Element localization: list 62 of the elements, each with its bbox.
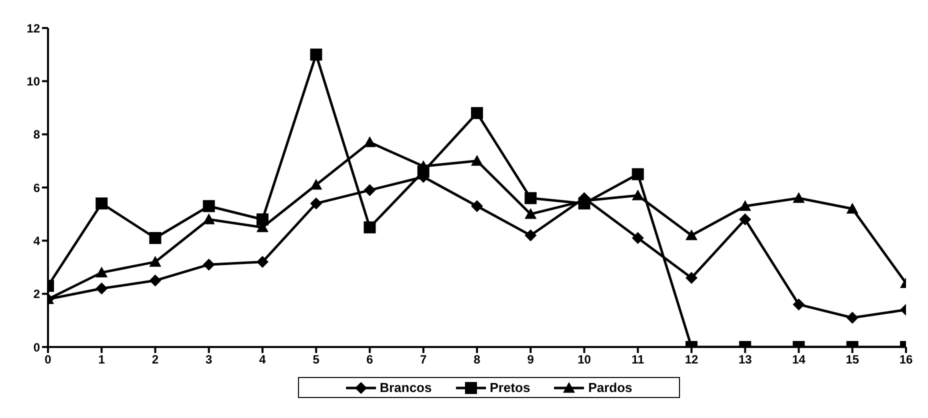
x-tick-label: 9 <box>527 352 534 367</box>
x-tick-label: 15 <box>846 352 860 367</box>
x-tick-label: 0 <box>44 352 52 367</box>
y-tick-label: 6 <box>33 180 40 195</box>
point <box>96 282 108 295</box>
point <box>149 256 162 267</box>
x-tick-label: 14 <box>792 352 806 367</box>
point <box>310 178 322 190</box>
point <box>310 48 322 61</box>
y-tick-label: 12 <box>26 21 40 36</box>
y-tick-label: 10 <box>26 74 40 88</box>
x-tick-label: 8 <box>474 352 481 367</box>
point <box>96 197 108 210</box>
x-tick-label: 6 <box>366 352 374 367</box>
point <box>686 229 698 240</box>
x-tick-label: 5 <box>312 352 320 367</box>
point <box>256 256 268 268</box>
point <box>471 200 483 212</box>
legend-label: Brancos <box>380 380 432 395</box>
y-tick-label: 8 <box>33 128 40 142</box>
point <box>632 232 644 244</box>
point <box>364 184 376 196</box>
point <box>202 213 215 224</box>
point <box>686 272 698 284</box>
x-tick-label: 4 <box>259 352 266 367</box>
point <box>364 221 376 234</box>
point <box>739 200 752 211</box>
point <box>310 197 322 210</box>
point <box>149 232 162 244</box>
point <box>202 258 215 271</box>
x-tick-label: 12 <box>684 352 698 367</box>
point <box>632 168 644 180</box>
x-tick-label: 11 <box>632 352 645 367</box>
x-tick-label: 16 <box>899 352 913 367</box>
point <box>524 229 537 242</box>
point <box>96 266 108 278</box>
x-tick-label: 10 <box>578 352 592 367</box>
point <box>524 208 537 219</box>
point <box>792 298 805 310</box>
point <box>471 107 483 120</box>
point <box>417 160 430 172</box>
point <box>364 136 376 148</box>
legend-label: Pretos <box>490 380 530 395</box>
x-tick-label: 3 <box>206 352 213 367</box>
point <box>632 189 644 200</box>
x-tick-label: 13 <box>738 352 752 367</box>
point <box>149 274 162 287</box>
point <box>846 202 858 214</box>
x-tick-label: 7 <box>420 352 428 367</box>
point <box>471 154 483 166</box>
y-tick-label: 4 <box>33 234 40 248</box>
x-tick-label: 1 <box>98 352 106 367</box>
y-tick-label: 0 <box>33 340 40 354</box>
legend-label: Pardos <box>588 380 632 395</box>
point <box>846 312 858 324</box>
y-tick-label: 2 <box>33 287 40 302</box>
point <box>524 192 537 204</box>
point <box>202 200 215 212</box>
point <box>792 192 805 203</box>
point <box>739 213 752 226</box>
x-tick-label: 2 <box>152 352 159 367</box>
point <box>256 213 268 226</box>
